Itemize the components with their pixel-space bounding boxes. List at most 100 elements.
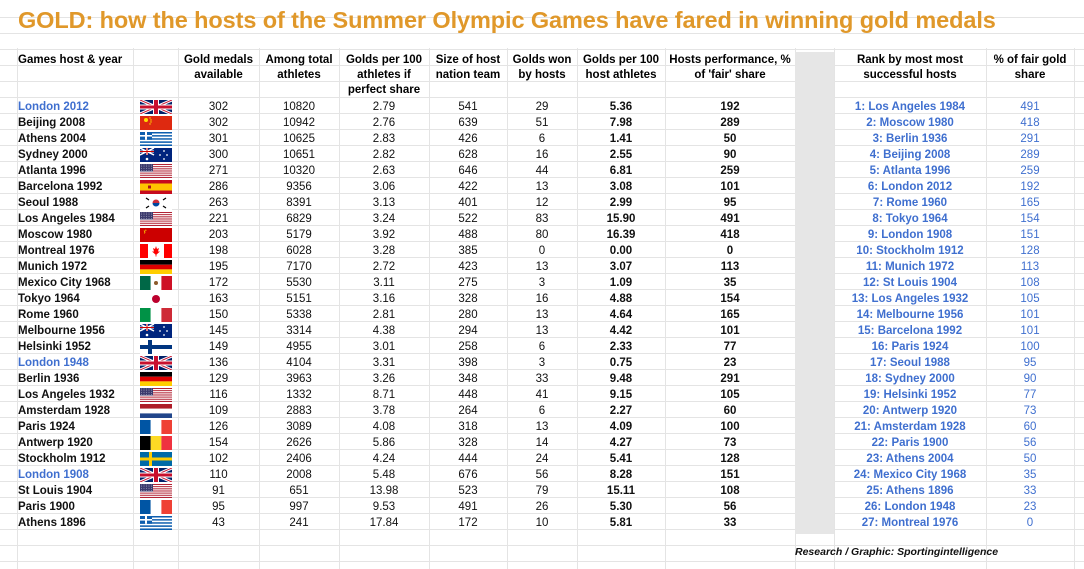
gap-cell (795, 515, 834, 531)
table-row: Montreal 1976 198 6028 3.28 385 0 0.00 0 10: Sto… (18, 243, 1074, 259)
won-cell: 51 (535, 117, 549, 129)
gold-cell: 271 (208, 165, 229, 177)
rank-cell: 7: Rome 1960 (872, 197, 948, 209)
header-rank: Rank by most most successful hosts (856, 54, 964, 81)
athletes-cell: 5530 (286, 277, 312, 289)
rank-cell: 19: Helsinki 1952 (863, 389, 957, 401)
gap-cell (795, 275, 834, 291)
performance-cell: 23 (723, 357, 737, 369)
gap-cell (795, 419, 834, 435)
rank-cell: 26: London 1948 (864, 501, 956, 513)
team-cell: 318 (458, 421, 478, 433)
performance-cell: 108 (720, 485, 740, 497)
host-per-100-cell: 8.28 (609, 469, 633, 481)
nl-flag-icon (139, 403, 172, 418)
table-row: London 1948 136 4104 3.31 398 3 0.75 23 17: Seou… (18, 355, 1074, 371)
gap-cell (795, 115, 834, 131)
gold-cell: 163 (208, 293, 229, 305)
host-per-100-cell: 4.42 (609, 325, 633, 337)
header-golds-per-100: Golds per 100 athletes if perfect share (345, 54, 423, 96)
performance-cell: 151 (720, 469, 740, 481)
team-cell: 294 (458, 325, 478, 337)
gap-cell (795, 131, 834, 147)
golds-per-100-cell: 3.26 (372, 373, 396, 385)
athletes-cell: 9356 (286, 181, 312, 193)
pct-cell: 113 (1020, 261, 1040, 273)
rank-cell: 15: Barcelona 1992 (857, 325, 963, 337)
athletes-cell: 5179 (286, 229, 312, 241)
flag-cell (133, 419, 178, 435)
rank-cell: 2: Moscow 1980 (866, 117, 954, 129)
athletes-cell: 10320 (283, 165, 315, 177)
athletes-cell: 6028 (286, 245, 312, 257)
team-cell: 172 (458, 517, 478, 529)
hosts-table: Games host & year Gold medals available … (18, 53, 1074, 531)
golds-per-100-cell: 2.83 (372, 133, 396, 145)
won-cell: 0 (538, 245, 546, 257)
gap-cell (795, 403, 834, 419)
pct-cell: 259 (1020, 165, 1040, 177)
team-cell: 328 (458, 293, 478, 305)
pct-cell: 95 (1023, 357, 1037, 369)
gold-cell: 91 (212, 485, 225, 497)
host-cell: Amsterdam 1928 (18, 405, 111, 417)
rank-cell: 16: Paris 1924 (871, 341, 949, 353)
performance-cell: 33 (723, 517, 737, 529)
table-row: Stockholm 1912 102 2406 4.24 444 24 5.41 128 23:… (18, 451, 1074, 467)
host-cell: London 2012 (18, 101, 89, 113)
golds-per-100-cell: 2.63 (372, 165, 396, 177)
grid-line (986, 48, 987, 569)
flag-cell (133, 99, 178, 115)
gold-cell: 102 (208, 453, 229, 465)
host-cell: Athens 2004 (18, 133, 86, 145)
gold-cell: 154 (208, 437, 229, 449)
performance-cell: 77 (723, 341, 737, 353)
host-per-100-cell: 0.75 (609, 357, 633, 369)
pct-cell: 491 (1020, 101, 1040, 113)
flag-cell (133, 451, 178, 467)
pct-cell: 33 (1023, 485, 1037, 497)
flag-cell (133, 227, 178, 243)
won-cell: 13 (535, 261, 549, 273)
won-cell: 33 (535, 373, 549, 385)
performance-cell: 60 (723, 405, 737, 417)
flag-cell (133, 115, 178, 131)
gap-cell (795, 307, 834, 323)
gold-cell: 116 (209, 389, 228, 401)
flag-cell (133, 291, 178, 307)
won-cell: 24 (535, 453, 549, 465)
flag-cell (133, 275, 178, 291)
performance-cell: 259 (720, 165, 740, 177)
rank-cell: 17: Seoul 1988 (870, 357, 950, 369)
host-cell: Munich 1972 (18, 261, 88, 273)
golds-per-100-cell: 3.01 (372, 341, 396, 353)
host-cell: Antwerp 1920 (18, 437, 93, 449)
pct-cell: 100 (1020, 341, 1040, 353)
host-cell: Seoul 1988 (18, 197, 79, 209)
host-per-100-cell: 1.41 (609, 133, 633, 145)
flag-cell (133, 387, 178, 403)
host-cell: Los Angeles 1984 (18, 213, 115, 225)
host-cell: Los Angeles 1932 (18, 389, 115, 401)
host-per-100-cell: 2.99 (609, 197, 633, 209)
pct-cell: 128 (1020, 245, 1040, 257)
table-row: Rome 1960 150 5338 2.81 280 13 4.64 165 14: Melb… (18, 307, 1074, 323)
page-title: GOLD: how the hosts of the Summer Olympi… (18, 7, 996, 33)
gold-cell: 129 (208, 373, 229, 385)
host-per-100-cell: 16.39 (606, 229, 636, 241)
flag-cell (133, 435, 178, 451)
gap-cell (795, 339, 834, 355)
rank-cell: 10: Stockholm 1912 (856, 245, 964, 257)
performance-cell: 50 (723, 133, 737, 145)
gap-cell (795, 291, 834, 307)
host-cell: London 1908 (18, 469, 89, 481)
won-cell: 80 (535, 229, 549, 241)
team-cell: 541 (458, 101, 478, 113)
mx-flag-icon (139, 275, 172, 290)
grid-line (577, 48, 578, 569)
athletes-cell: 1332 (286, 389, 312, 401)
athletes-cell: 3963 (286, 373, 312, 385)
golds-per-100-cell: 13.98 (369, 485, 399, 497)
gold-cell: 136 (208, 357, 229, 369)
gold-cell: 302 (208, 101, 229, 113)
